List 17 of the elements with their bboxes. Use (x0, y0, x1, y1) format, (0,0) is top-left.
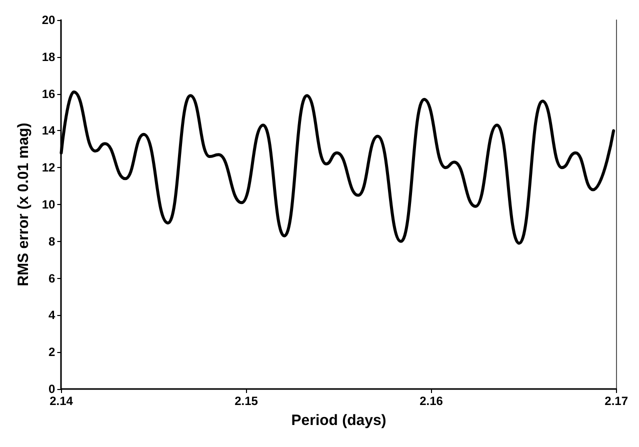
x-tick-label: 2.14 (50, 394, 74, 408)
x-tick-label: 2.16 (420, 394, 444, 408)
y-tick-label: 0 (48, 382, 56, 396)
y-tick-label: 6 (48, 271, 56, 286)
y-tick-label: 16 (42, 86, 56, 101)
y-tick-label: 8 (48, 234, 56, 248)
y-tick-label: 4 (48, 308, 56, 322)
y-tick-label: 20 (42, 13, 56, 27)
y-tick-label: 14 (42, 124, 56, 138)
x-tick-label: 2.15 (234, 394, 258, 408)
y-axis-title: RMS error (x 0.01 mag) (15, 122, 32, 286)
y-tick-label: 12 (42, 160, 56, 175)
x-axis-title: Period (days) (291, 412, 386, 429)
y-tick-label: 18 (42, 50, 56, 64)
x-tick-label: 2.17 (604, 394, 628, 408)
y-tick-label: 10 (42, 198, 56, 212)
y-tick-label: 2 (48, 345, 56, 360)
